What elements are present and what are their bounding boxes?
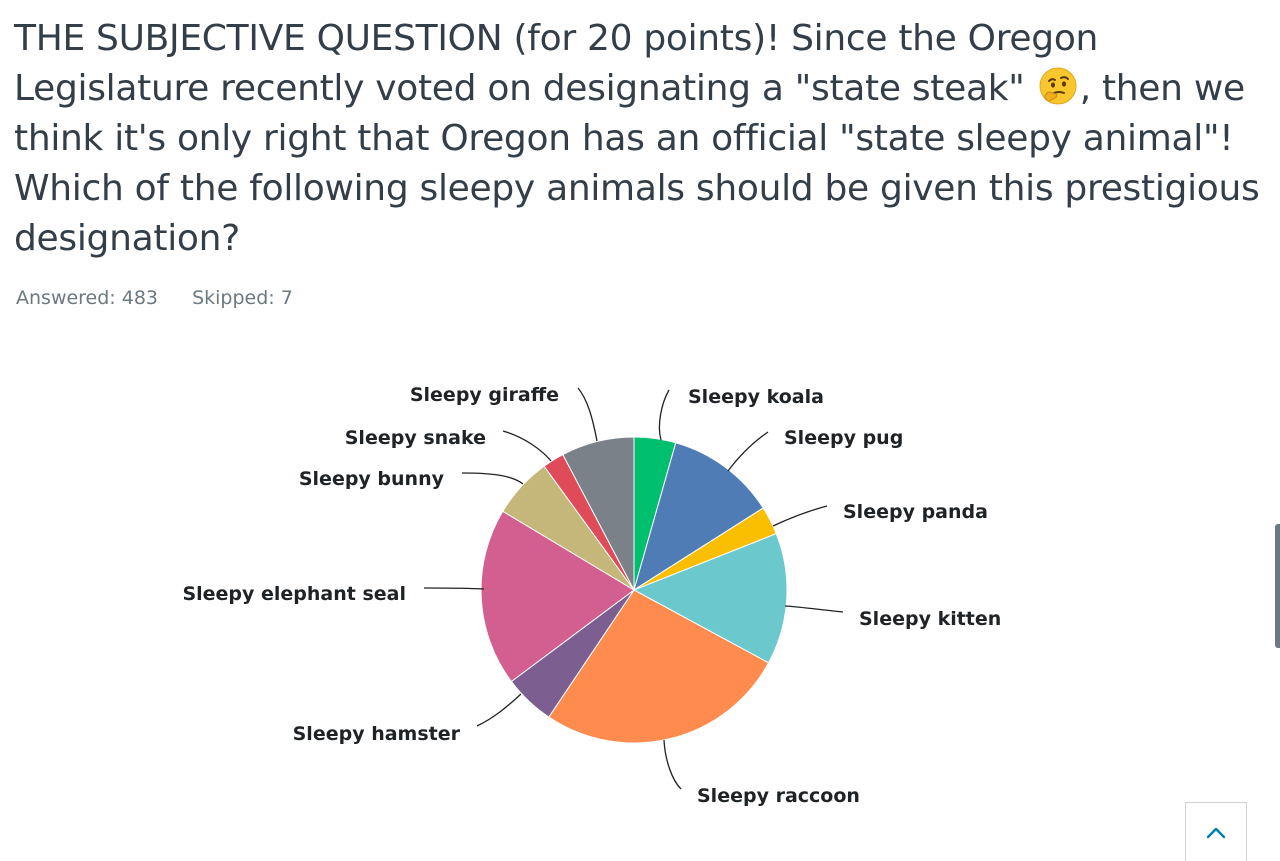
slice-label-sleepy-giraffe: Sleepy giraffe xyxy=(410,384,559,406)
pie-slice-sleepy-kitten[interactable] xyxy=(632,533,788,664)
leader-line-sleepy-panda xyxy=(772,505,828,527)
answered-count: Answered: 483 xyxy=(16,287,159,309)
question-text-part-1: THE SUBJECTIVE QUESTION (for 20 points)!… xyxy=(14,18,1099,109)
leader-line-sleepy-giraffe xyxy=(577,387,598,442)
slice-label-sleepy-kitten: Sleepy kitten xyxy=(859,608,1001,630)
leader-line-sleepy-bunny xyxy=(461,472,524,485)
thinking-face-emoji-icon xyxy=(1039,67,1077,105)
slice-label-sleepy-koala: Sleepy koala xyxy=(688,386,824,408)
response-stats: Answered: 483 Skipped: 7 xyxy=(16,287,321,309)
pie-slice-sleepy-pug[interactable] xyxy=(633,442,764,592)
back-to-top-button[interactable] xyxy=(1185,802,1247,861)
question-text-part-2: , then we think it's only right that Ore… xyxy=(14,68,1260,259)
slice-label-sleepy-raccoon: Sleepy raccoon xyxy=(697,785,860,807)
leader-line-sleepy-elephant-seal xyxy=(423,587,485,590)
slice-label-sleepy-pug: Sleepy pug xyxy=(784,427,903,449)
leader-line-sleepy-pug xyxy=(727,431,769,472)
question-title: THE SUBJECTIVE QUESTION (for 20 points)!… xyxy=(14,14,1264,264)
pie-slice-sleepy-raccoon[interactable] xyxy=(548,589,770,744)
slice-label-sleepy-bunny: Sleepy bunny xyxy=(299,468,445,490)
slice-label-sleepy-snake: Sleepy snake xyxy=(345,427,486,449)
leader-line-sleepy-kitten xyxy=(784,605,844,613)
skipped-count: Skipped: 7 xyxy=(192,287,293,309)
slice-label-sleepy-panda: Sleepy panda xyxy=(843,501,988,523)
leader-line-sleepy-raccoon xyxy=(663,739,682,790)
chevron-up-icon xyxy=(1206,827,1226,839)
scrollbar-thumb[interactable] xyxy=(1275,524,1280,648)
pie-slice-sleepy-giraffe[interactable] xyxy=(562,436,635,591)
pie-slice-sleepy-elephant-seal[interactable] xyxy=(480,510,635,683)
leader-line-sleepy-koala xyxy=(658,389,670,441)
leader-line-sleepy-hamster xyxy=(476,693,522,727)
slice-label-sleepy-elephant-seal: Sleepy elephant seal xyxy=(182,583,406,605)
slice-label-sleepy-hamster: Sleepy hamster xyxy=(293,723,461,745)
leader-line-sleepy-snake xyxy=(502,430,552,462)
